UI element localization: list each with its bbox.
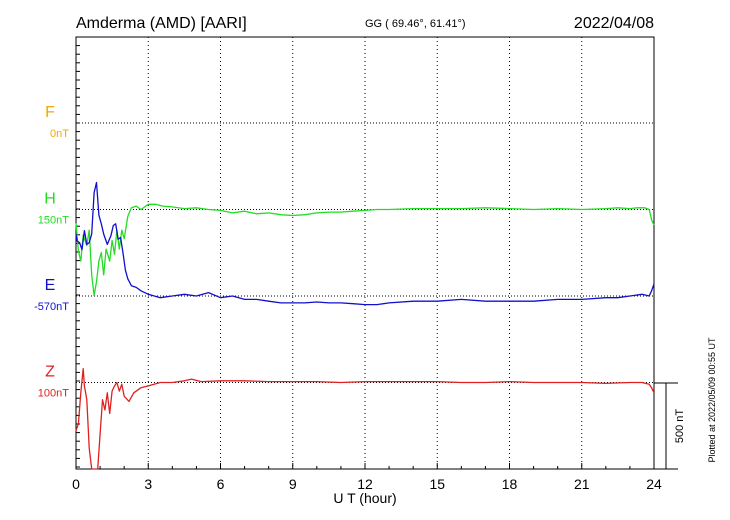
plotted-timestamp: Plotted at 2022/05/09 00:55 UT [707,337,717,463]
baseline-value-f: 0nT [50,128,69,140]
x-tick-label: 15 [429,476,445,492]
x-tick-label: 3 [144,476,152,492]
scale-bar: 500 nT [654,382,686,470]
x-tick-label: 18 [502,476,518,492]
x-tick-label: 0 [72,476,80,492]
component-name-e: E [45,277,56,294]
x-tick-label: 12 [357,476,373,492]
scale-label: 500 nT [674,409,686,444]
coordinates-label: GG ( 69.46°, 61.41°) [365,18,466,30]
grid-lines [76,37,654,469]
series-line-z [75,368,655,470]
date-label: 2022/04/08 [574,15,654,32]
component-name-h: H [44,191,56,208]
x-tick-label: 9 [289,476,297,492]
component-name-z: Z [45,364,55,381]
component-labels: F 0nT H 150nT E -570nT Z 100nT [34,104,69,400]
series-line-h [75,203,655,297]
baseline-value-e: -570nT [34,301,69,313]
x-axis: 0 3 6 9 12 15 18 21 24 [72,463,662,492]
series-line-e [75,181,655,306]
y-ticks [76,36,80,468]
x-tick-label: 24 [646,476,662,492]
x-tick-label: 6 [217,476,225,492]
x-axis-label: U T (hour) [333,490,396,506]
baseline-value-h: 150nT [38,215,69,227]
station-title: Amderma (AMD) [AARI] [76,15,247,32]
series-lines [75,181,655,470]
baseline-value-z: 100nT [38,388,69,400]
x-tick-label: 21 [574,476,590,492]
component-name-f: F [45,104,55,121]
